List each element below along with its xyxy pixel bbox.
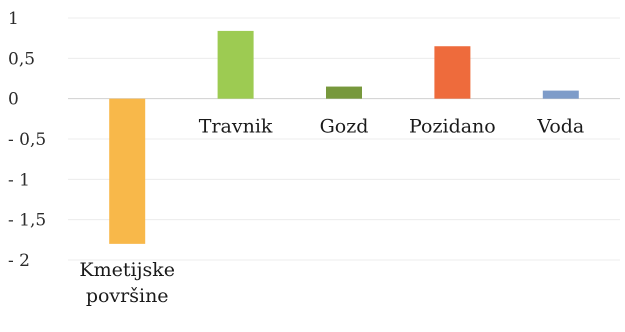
y-tick-label: 1 (8, 9, 19, 29)
category-labels: Kmetijske površine Travnik Gozd Pozidano Voda (79, 116, 584, 307)
y-axis: 1 0,5 0 - 0,5 - 1 - 1,5 - 2 (8, 9, 46, 271)
bar-travnik (217, 30, 254, 99)
bar-pozidano (434, 46, 471, 99)
category-label: Travnik (199, 116, 273, 138)
bar-gozd (326, 86, 362, 99)
y-tick-label: 0 (8, 90, 19, 110)
category-label: Kmetijske (79, 259, 175, 281)
bars (109, 30, 579, 244)
y-tick-label: - 1,5 (8, 211, 46, 231)
y-tick-label: 0,5 (8, 49, 35, 69)
grid-layer (68, 17, 620, 261)
category-label: Pozidano (409, 116, 496, 138)
category-label: Gozd (320, 116, 369, 138)
y-tick-label: - 0,5 (8, 130, 46, 150)
bar-voda (542, 90, 579, 99)
category-label: površine (86, 285, 169, 307)
y-tick-label: - 2 (8, 251, 30, 271)
y-tick-label: - 1 (8, 170, 30, 190)
category-label: Voda (536, 116, 584, 138)
bar-kmetijske-površine (109, 98, 146, 244)
